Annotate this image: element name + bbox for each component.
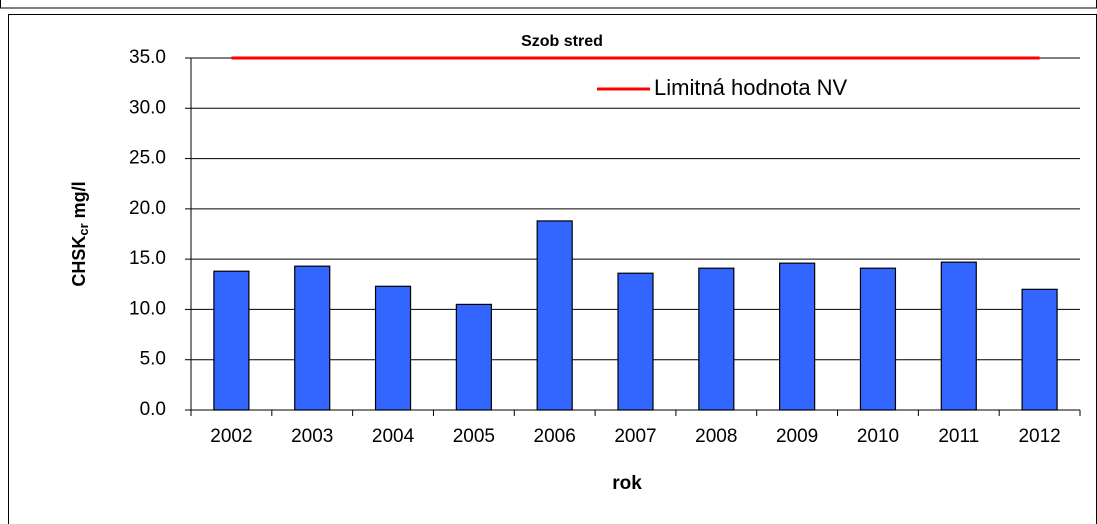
y-tick-label: 0.0 — [140, 399, 166, 420]
x-tick-label: 2002 — [210, 426, 252, 447]
bar — [213, 270, 250, 411]
bar — [698, 267, 735, 411]
bar — [617, 272, 654, 411]
y-tick-label: 10.0 — [129, 298, 166, 319]
bar — [779, 262, 816, 411]
x-tick-label: 2006 — [534, 426, 576, 447]
legend-label: Limitná hodnota NV — [654, 75, 848, 100]
bar — [294, 265, 331, 411]
y-tick-label: 30.0 — [129, 97, 166, 118]
x-axis-label: rok — [612, 473, 642, 494]
x-tick-label: 2012 — [1018, 426, 1060, 447]
bar — [455, 303, 492, 411]
y-tick-label: 35.0 — [129, 47, 166, 68]
bar — [940, 261, 977, 411]
y-axis-label-sub: cr — [76, 223, 91, 235]
bar — [859, 267, 897, 411]
bar — [1021, 288, 1058, 411]
x-tick-label: 2008 — [695, 426, 737, 447]
x-tick-label: 2010 — [857, 426, 899, 447]
x-tick-label: 2009 — [776, 426, 818, 447]
y-axis-label: CHSKcr mg/l — [69, 181, 92, 286]
y-axis-label-main: CHSK — [69, 236, 89, 287]
y-tick-label: 20.0 — [129, 198, 166, 219]
chart-title: Szob stred — [521, 33, 603, 50]
x-tick-label: 2004 — [372, 426, 415, 447]
y-axis-label-unit: mg/l — [69, 181, 89, 218]
x-tick-label: 2005 — [453, 426, 495, 447]
bar — [374, 285, 412, 411]
top-frame — [0, 0, 1097, 9]
x-tick-label: 2003 — [291, 426, 333, 447]
y-tick-label: 15.0 — [129, 248, 166, 269]
y-tick-label: 5.0 — [140, 349, 166, 370]
y-tick-label: 25.0 — [129, 148, 166, 169]
bar — [536, 220, 573, 411]
x-tick-label: 2007 — [614, 426, 656, 447]
x-tick-label: 2011 — [938, 426, 979, 447]
